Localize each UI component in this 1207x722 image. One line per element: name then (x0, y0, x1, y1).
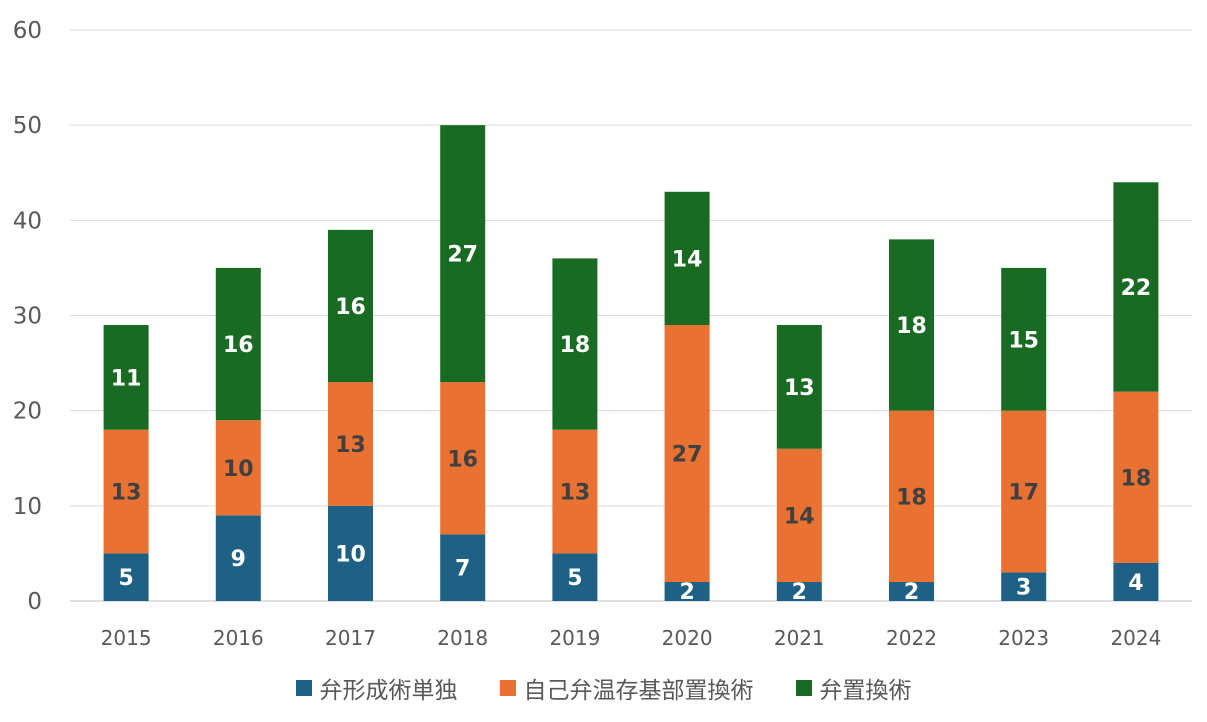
bar-segment-series-3 (776, 325, 822, 449)
legend-swatch (499, 680, 516, 696)
data-label: 7 (455, 557, 470, 582)
data-label: 13 (560, 481, 591, 506)
data-label: 22 (1121, 276, 1152, 301)
bar-segment-series-2 (552, 429, 598, 554)
data-label: 13 (111, 481, 142, 506)
legend-item-series-1: 弁形成術単独 (295, 671, 458, 705)
bar-segment-series-1 (1113, 562, 1159, 601)
legend: 弁形成術単独 自己弁温存基部置換術 弁置換術 (0, 668, 1207, 708)
y-tick-label: 60 (13, 18, 42, 44)
x-axis-ticks: 2015 2016 2017 2018 2019 2020 2021 2022 2023 2024 (101, 626, 1162, 650)
bar-segment-series-2 (440, 382, 486, 535)
data-label: 15 (1008, 328, 1039, 353)
bar-segment-series-2 (215, 420, 261, 516)
legend-item-series-3: 弁置換術 (795, 671, 912, 705)
legend-label: 自己弁温存基部置換術 (523, 678, 754, 704)
data-label: 17 (1008, 481, 1039, 506)
bar-segment-series-2 (328, 382, 373, 506)
x-tick-label: 2022 (886, 626, 937, 650)
x-tick-label: 2018 (437, 626, 488, 650)
data-labels: 5 13 11 9 10 16 10 13 16 7 16 27 5 13 18 2 27 14 2 14 13 2 18 1… (111, 243, 1151, 605)
x-tick-label: 2015 (101, 626, 152, 650)
bar-segment-series-3 (440, 125, 486, 383)
bar-segment-series-1 (889, 581, 934, 601)
data-label: 18 (560, 333, 591, 358)
bar-segment-series-2 (1001, 410, 1047, 573)
bar-segment-series-1 (103, 553, 149, 601)
y-tick-label: 30 (13, 304, 42, 330)
legend-item-series-2: 自己弁温存基部置換術 (499, 671, 754, 705)
data-label: 10 (335, 542, 366, 567)
data-label: 16 (223, 333, 254, 358)
x-tick-label: 2020 (662, 626, 713, 650)
x-tick-label: 2023 (998, 626, 1049, 650)
bar-segment-series-3 (664, 191, 710, 326)
data-label: 27 (672, 442, 703, 467)
bar-segment-series-1 (328, 505, 373, 601)
bar-segment-series-2 (1113, 391, 1159, 563)
x-tick-label: 2021 (774, 626, 825, 650)
bar-segment-series-3 (103, 325, 149, 430)
data-label: 18 (1121, 466, 1152, 491)
data-label: 2 (904, 580, 919, 605)
legend-swatch (795, 680, 812, 696)
data-label: 27 (447, 243, 478, 268)
data-label: 14 (784, 504, 815, 529)
bar-segment-series-2 (889, 410, 934, 582)
bars (103, 125, 1159, 601)
bar-segment-series-2 (103, 429, 149, 554)
bar-segment-series-3 (552, 258, 598, 430)
bar-segment-series-1 (215, 515, 261, 601)
data-label: 5 (118, 566, 133, 591)
bar-segment-series-2 (776, 448, 822, 582)
bar-segment-series-3 (328, 229, 373, 383)
legend-label: 弁置換術 (819, 678, 912, 704)
bar-segment-series-3 (1113, 182, 1159, 392)
data-label: 18 (896, 314, 927, 339)
data-label: 16 (447, 447, 478, 472)
data-label: 4 (1128, 571, 1143, 596)
bar-segment-series-1 (664, 581, 710, 601)
data-label: 13 (335, 433, 366, 458)
data-label: 2 (792, 580, 807, 605)
stacked-bar-chart: 0 10 20 30 40 50 60 5 13 11 9 10 16 10 13 16 7 16 27 5 13 18… (13, 18, 1192, 650)
data-label: 14 (672, 247, 703, 272)
bar-segment-series-1 (1001, 572, 1047, 601)
y-tick-label: 50 (13, 113, 42, 139)
y-tick-label: 0 (27, 589, 42, 615)
bar-segment-series-1 (552, 553, 598, 601)
bar-segment-series-3 (889, 239, 934, 411)
legend-swatch (295, 680, 312, 696)
data-label: 3 (1016, 576, 1031, 601)
bar-segment-series-1 (776, 581, 822, 601)
bar-segment-series-3 (1001, 267, 1047, 411)
data-label: 10 (223, 457, 254, 482)
bar-segment-series-1 (440, 534, 486, 601)
data-label: 9 (231, 547, 246, 572)
y-axis-ticks: 0 10 20 30 40 50 60 (13, 18, 42, 615)
data-label: 13 (784, 376, 815, 401)
bar-segment-series-2 (664, 325, 710, 582)
data-label: 18 (896, 485, 927, 510)
bar-segment-series-3 (215, 267, 261, 421)
x-tick-label: 2019 (549, 626, 600, 650)
data-label: 16 (335, 295, 366, 320)
data-label: 5 (567, 566, 582, 591)
y-tick-label: 40 (13, 208, 42, 234)
y-tick-label: 10 (13, 494, 42, 520)
y-tick-label: 20 (13, 399, 42, 425)
data-label: 11 (111, 366, 142, 391)
legend-label: 弁形成術単独 (319, 678, 458, 704)
data-label: 2 (679, 580, 694, 605)
x-tick-label: 2024 (1110, 626, 1161, 650)
x-tick-label: 2016 (213, 626, 264, 650)
x-tick-label: 2017 (325, 626, 376, 650)
